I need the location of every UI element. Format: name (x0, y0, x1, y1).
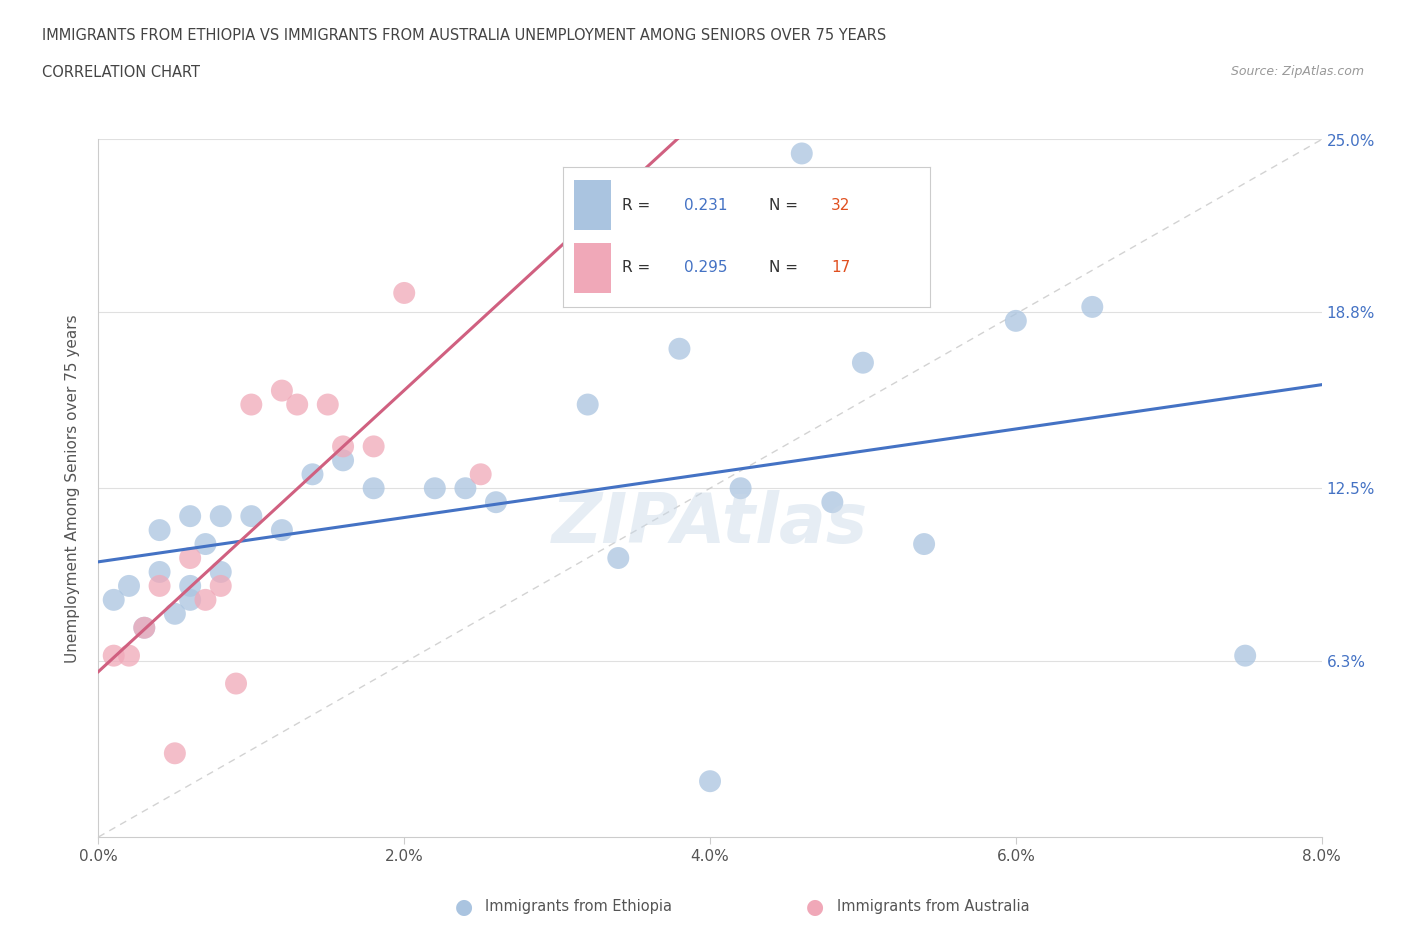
Point (730, 481, 752, 496)
Text: Source: ZipAtlas.com: Source: ZipAtlas.com (1230, 65, 1364, 78)
Point (285, 397, 308, 412)
Point (134, 620, 156, 635)
Point (454, 481, 477, 496)
Point (270, 383, 294, 398)
Text: Immigrants from Ethiopia: Immigrants from Ethiopia (485, 899, 672, 914)
Point (209, 578, 232, 593)
Point (118, 648, 141, 663)
Point (103, 592, 125, 607)
Point (363, 481, 385, 496)
Point (118, 578, 141, 593)
Point (209, 565, 232, 579)
Text: ●: ● (807, 897, 824, 917)
Point (179, 578, 201, 593)
Point (1234, 648, 1257, 663)
Point (240, 397, 263, 412)
Point (194, 592, 217, 607)
Point (912, 537, 935, 551)
Point (179, 509, 201, 524)
Point (1081, 299, 1104, 314)
Point (163, 606, 186, 621)
Point (699, 774, 721, 789)
Point (1004, 313, 1026, 328)
Point (225, 676, 247, 691)
Point (470, 467, 492, 482)
Text: CORRELATION CHART: CORRELATION CHART (42, 65, 200, 80)
Point (179, 551, 201, 565)
Point (270, 523, 294, 538)
Point (149, 578, 172, 593)
Point (576, 397, 599, 412)
Point (301, 467, 323, 482)
Point (485, 495, 508, 510)
Point (668, 341, 690, 356)
Text: Immigrants from Australia: Immigrants from Australia (837, 899, 1029, 914)
Y-axis label: Unemployment Among Seniors over 75 years: Unemployment Among Seniors over 75 years (65, 314, 80, 662)
Point (423, 481, 446, 496)
Point (134, 620, 156, 635)
Point (607, 551, 630, 565)
Text: ZIPAtlas: ZIPAtlas (553, 489, 868, 557)
Point (316, 397, 339, 412)
Point (103, 648, 125, 663)
Point (332, 439, 354, 454)
Text: ●: ● (456, 897, 472, 917)
Point (790, 146, 813, 161)
Point (240, 509, 263, 524)
Point (363, 439, 385, 454)
Point (149, 565, 172, 579)
Point (194, 537, 217, 551)
Point (392, 286, 416, 300)
Point (209, 509, 232, 524)
Point (179, 592, 201, 607)
Text: IMMIGRANTS FROM ETHIOPIA VS IMMIGRANTS FROM AUSTRALIA UNEMPLOYMENT AMONG SENIORS: IMMIGRANTS FROM ETHIOPIA VS IMMIGRANTS F… (42, 28, 886, 43)
Point (163, 746, 186, 761)
Point (332, 453, 354, 468)
Point (821, 495, 844, 510)
Point (852, 355, 875, 370)
Point (149, 523, 172, 538)
